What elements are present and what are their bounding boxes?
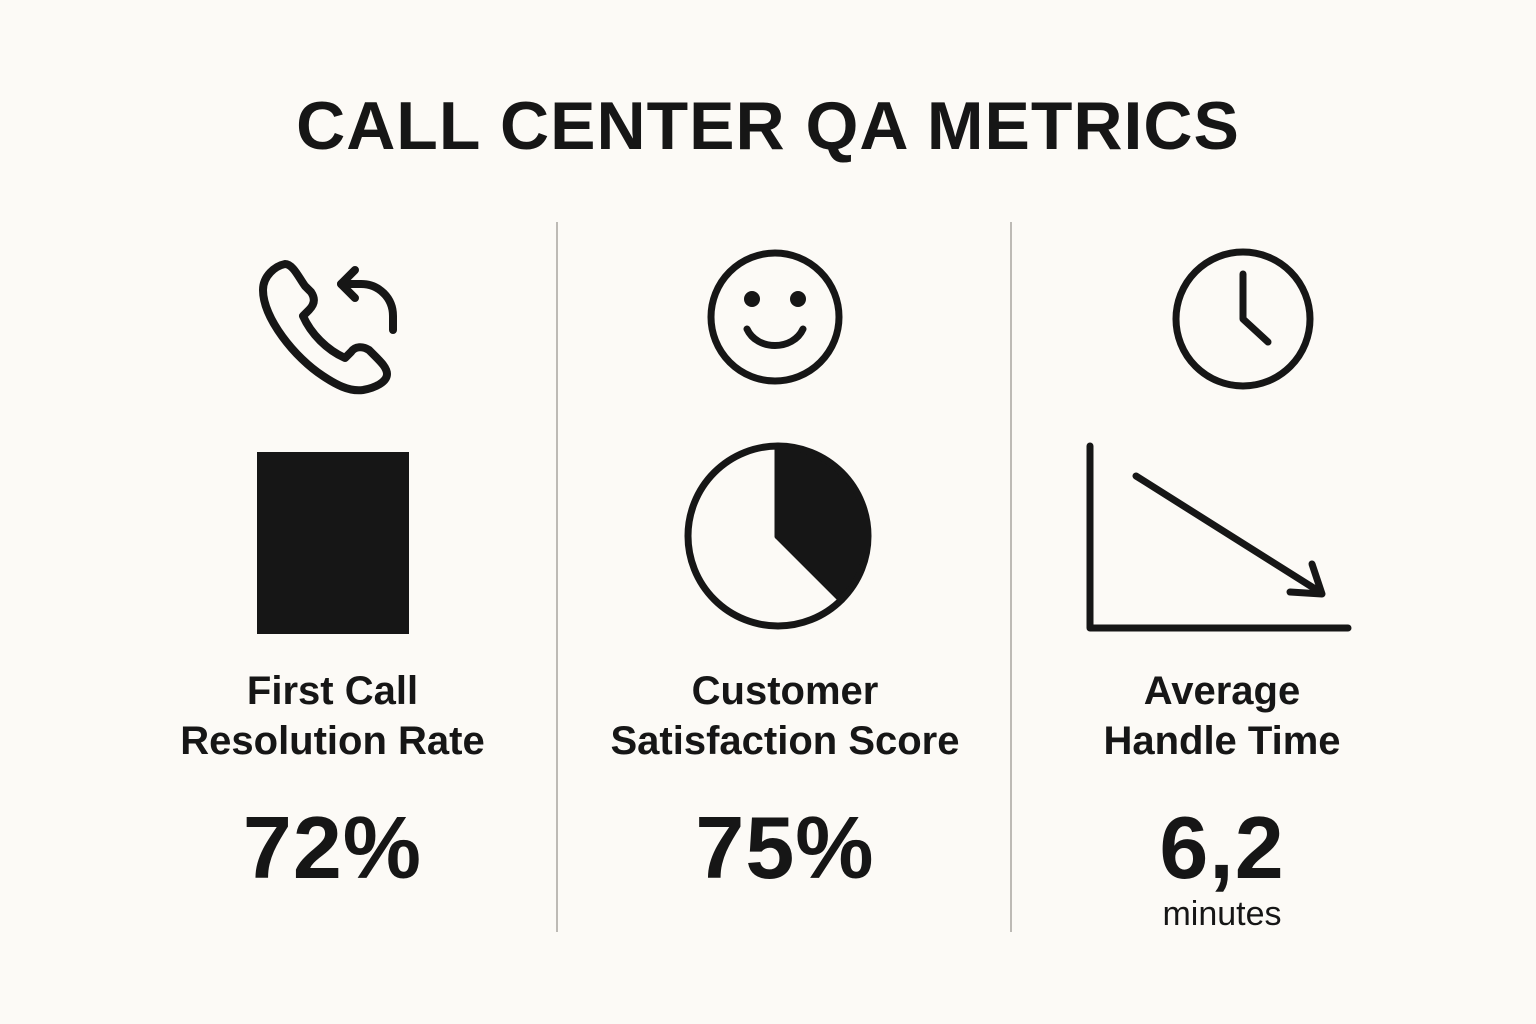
- metric-value: 6,2: [1159, 798, 1285, 897]
- metric-label: Average Handle Time: [1012, 666, 1432, 766]
- metric-label-line: Average: [1143, 669, 1301, 713]
- satisfaction-pie-chart: [684, 442, 872, 630]
- pie-slice-filled: [778, 446, 869, 600]
- metric-label-line: Customer: [691, 669, 879, 713]
- metric-customer-satisfaction: Customer Satisfaction Score 75%: [560, 0, 1010, 1024]
- smiley-face-icon: [707, 249, 843, 385]
- metric-label-line: Resolution Rate: [180, 719, 485, 763]
- column-divider: [1010, 222, 1012, 932]
- metric-label-line: Handle Time: [1103, 719, 1341, 763]
- resolution-rate-block: [257, 452, 409, 634]
- metric-label: Customer Satisfaction Score: [560, 666, 1010, 766]
- column-divider: [556, 222, 558, 932]
- metric-unit: minutes: [1162, 895, 1282, 933]
- metric-first-call-resolution: First Call Resolution Rate 72%: [105, 0, 560, 1024]
- metric-label-line: First Call: [246, 669, 419, 713]
- clock-icon: [1172, 248, 1314, 390]
- metric-average-handle-time: Average Handle Time 6,2 minutes: [1012, 0, 1432, 1024]
- phone-callback-icon: [259, 260, 397, 395]
- downward-trend-chart-icon: [1086, 442, 1352, 632]
- metric-label: First Call Resolution Rate: [105, 666, 560, 766]
- pie-slice-edge: [774, 532, 846, 604]
- metric-label-line: Satisfaction Score: [610, 719, 960, 763]
- metric-value: 75%: [695, 798, 875, 897]
- page-title: CALL CENTER QA METRICS: [296, 88, 1240, 164]
- metric-value: 72%: [242, 798, 423, 897]
